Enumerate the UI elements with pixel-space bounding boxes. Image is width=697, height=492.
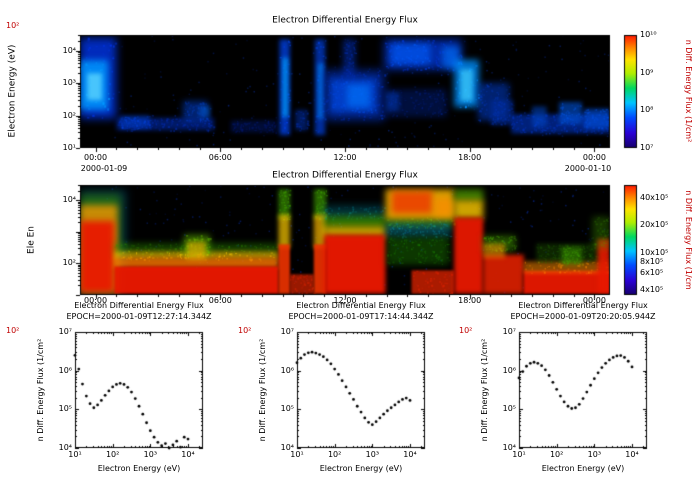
- mid-colorbar-tick-label: 40x10⁵: [640, 192, 669, 202]
- spectrum-3-x-axis-label: Electron Energy (eV): [541, 464, 625, 473]
- spectrum-y-tick-label: 10⁴: [502, 443, 516, 452]
- mid-colorbar-tick-label: 6x10⁵: [640, 268, 664, 278]
- top-colorbar-title: n Diff. Energy Flux (1/cm²: [684, 39, 693, 143]
- spectrum-y-tick-label: 10⁵: [58, 404, 72, 414]
- spectrum-x-tick-label: 10⁴: [625, 450, 639, 459]
- spectrum-x-tick-label: 10¹: [68, 450, 82, 459]
- top-y-tick-label: 10³: [62, 78, 76, 87]
- mid-colorbar-tick-label: 20x10⁵: [640, 220, 669, 230]
- top-x-tick-label: 18:00: [458, 153, 482, 162]
- spectrum-y-tick-label: 10⁴: [280, 443, 294, 452]
- middle-colorbar-title: n Diff. Energy Flux (1/cm: [684, 190, 693, 290]
- top-y-tick-label: 10⁴: [62, 45, 76, 55]
- mid-colorbar-tick-label: 10x10⁵: [640, 248, 669, 258]
- spectrum-y-tick-label: 10⁶: [502, 365, 516, 375]
- spectrum-3-title: Electron Differential Energy Flux: [518, 301, 648, 310]
- spectrum-x-tick-label: 10²: [549, 450, 564, 459]
- mid-y-tick-label: 10²: [62, 258, 76, 268]
- spectrum-2-x-axis-label: Electron Energy (eV): [319, 464, 403, 473]
- spectrum-y-tick-label: 10⁵: [502, 404, 516, 414]
- spectrum-x-tick-label: 10⁴: [403, 450, 417, 459]
- spectrum-x-tick-label: 10³: [587, 450, 602, 459]
- spectrum-y-tick-label: 10⁷: [58, 327, 72, 336]
- top-x-tick-label: 12:00: [333, 153, 357, 162]
- top-colorbar-tick-label: 10⁹: [640, 67, 654, 77]
- end-date-label: 2000-01-10: [564, 164, 612, 173]
- mid-colorbar-tick-label: 4x10⁵: [640, 284, 664, 294]
- spectrum-y-tick-label: 10⁶: [58, 365, 72, 375]
- spectrum-y-tick-label: 10⁷: [502, 327, 516, 336]
- spectrum-y-tick-label: 10⁵: [280, 404, 294, 414]
- top-x-tick-label: 00:00: [84, 153, 108, 162]
- mid-y-tick-label: 10⁴: [62, 195, 76, 205]
- red-annotation: 10²: [238, 326, 252, 335]
- spectrum-2-title: Electron Differential Energy Flux: [296, 301, 426, 310]
- mid-x-tick-label: 00:00: [84, 296, 108, 305]
- top-x-tick-label: 06:00: [208, 153, 232, 162]
- top-y-axis-label: Electron Energy (eV): [7, 44, 18, 138]
- spectrum-1-y-axis-label: n Diff. Energy Flux (1/cm²: [36, 338, 45, 442]
- top-spectrogram-title: Electron Differential Energy Flux: [272, 15, 418, 26]
- spectrum-x-tick-label: 10¹: [290, 450, 304, 459]
- top-y-tick-label: 10²: [62, 110, 76, 120]
- top-colorbar-tick-label: 10⁷: [640, 143, 654, 152]
- spectrum-1-x-axis-label: Electron Energy (eV): [97, 464, 181, 473]
- spectrum-1-title: Electron Differential Energy Flux: [74, 301, 204, 310]
- top-y-tick-label: 10¹: [62, 143, 76, 152]
- red-annotation: 10²: [459, 326, 473, 335]
- start-date-label: 2000-01-09: [80, 164, 128, 173]
- spectrum-y-tick-label: 10⁴: [58, 443, 72, 452]
- mid-x-tick-label: 06:00: [208, 296, 232, 305]
- spectrum-3-epoch: EPOCH=2000-01-09T20:20:05.944Z: [510, 312, 656, 321]
- spectrum-1-epoch: EPOCH=2000-01-09T12:27:14.344Z: [66, 312, 212, 321]
- middle-y-axis-label: Ele En: [26, 226, 37, 254]
- mid-x-tick-label: 18:00: [458, 296, 482, 305]
- red-annotation: 10²: [6, 326, 20, 335]
- top-x-tick-label: 00:00: [582, 153, 606, 162]
- mid-colorbar-tick-label: 8x10⁵: [640, 257, 664, 266]
- spectrum-2-y-axis-label: n Diff. Energy Flux (1/cm²: [258, 338, 267, 442]
- mid-x-tick-label: 00:00: [582, 296, 606, 305]
- mid-x-tick-label: 12:00: [333, 296, 357, 305]
- spectrum-3-y-axis-label: n Diff. Energy Flux (1/cm²: [480, 338, 489, 442]
- top-colorbar-tick-label: 10⁸: [640, 105, 654, 115]
- spectrum-x-tick-label: 10²: [327, 450, 342, 459]
- spectrum-y-tick-label: 10⁷: [280, 327, 294, 336]
- spectrum-x-tick-label: 10¹: [512, 450, 526, 459]
- spectrum-2-epoch: EPOCH=2000-01-09T17:14:44.344Z: [288, 312, 434, 321]
- spectrum-x-tick-label: 10²: [105, 450, 120, 459]
- spectrum-y-tick-label: 10⁶: [280, 365, 294, 375]
- spectrum-x-tick-label: 10³: [365, 450, 380, 459]
- top-colorbar-tick-label: 10¹⁰: [640, 30, 657, 39]
- middle-spectrogram-title: Electron Differential Energy Flux: [272, 170, 418, 181]
- spectrum-x-tick-label: 10⁴: [181, 450, 195, 459]
- red-annotation: 10²: [6, 21, 20, 30]
- spectrum-x-tick-label: 10³: [143, 450, 158, 459]
